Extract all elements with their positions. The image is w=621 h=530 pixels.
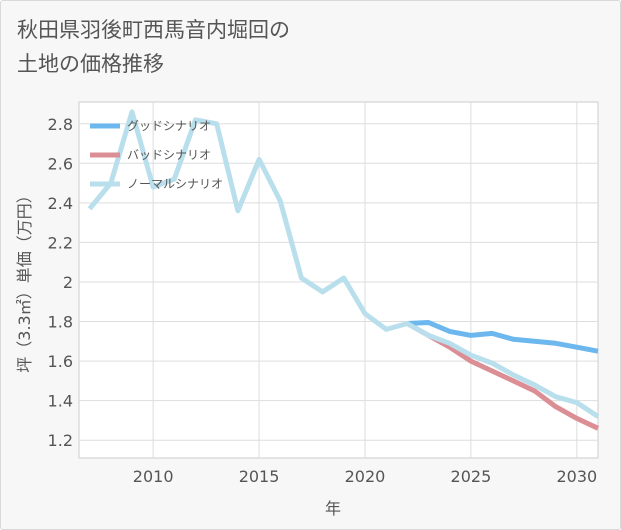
series-lines xyxy=(87,109,600,431)
x-tick-label: 2020 xyxy=(345,467,386,486)
legend-label: バッドシナリオ xyxy=(127,148,211,162)
x-tick-label: 2030 xyxy=(556,467,597,486)
grid-lines xyxy=(79,102,598,458)
x-tick-label: 2025 xyxy=(451,467,492,486)
legend-label: グッドシナリオ xyxy=(127,119,211,133)
y-tick-label: 2.4 xyxy=(48,194,73,213)
x-axis-title: 年 xyxy=(325,499,341,518)
x-tick-label: 2010 xyxy=(133,467,174,486)
y-axis-title: 坪（3.3㎡）単価（万円） xyxy=(15,187,34,372)
y-tick-label: 1.2 xyxy=(48,431,73,450)
y-tick-label: 1.6 xyxy=(48,352,73,371)
chart-title: 秋田県羽後町西馬音内堀回の 土地の価格推移 xyxy=(17,13,437,81)
y-tick-label: 2.6 xyxy=(48,154,73,173)
y-tick-label: 2.2 xyxy=(48,233,73,252)
y-tick-label: 2.8 xyxy=(48,115,73,134)
y-tick-label: 1.4 xyxy=(48,392,73,411)
legend-label: ノーマルシナリオ xyxy=(127,177,223,191)
chart-title-line2: 土地の価格推移 xyxy=(17,52,164,76)
x-tick-label: 2015 xyxy=(239,467,280,486)
series-line-2 xyxy=(87,109,600,419)
y-tick-label: 1.8 xyxy=(48,313,73,332)
y-tick-label: 2 xyxy=(63,273,73,292)
chart-title-line1: 秋田県羽後町西馬音内堀回の xyxy=(17,18,290,42)
series-line-0 xyxy=(407,320,599,354)
x-tick-labels: 2010 2015 2020 2025 2030 xyxy=(133,467,597,486)
y-tick-labels: 1.2 1.4 1.6 1.8 2 2.2 2.4 2.6 2.8 xyxy=(48,115,73,450)
